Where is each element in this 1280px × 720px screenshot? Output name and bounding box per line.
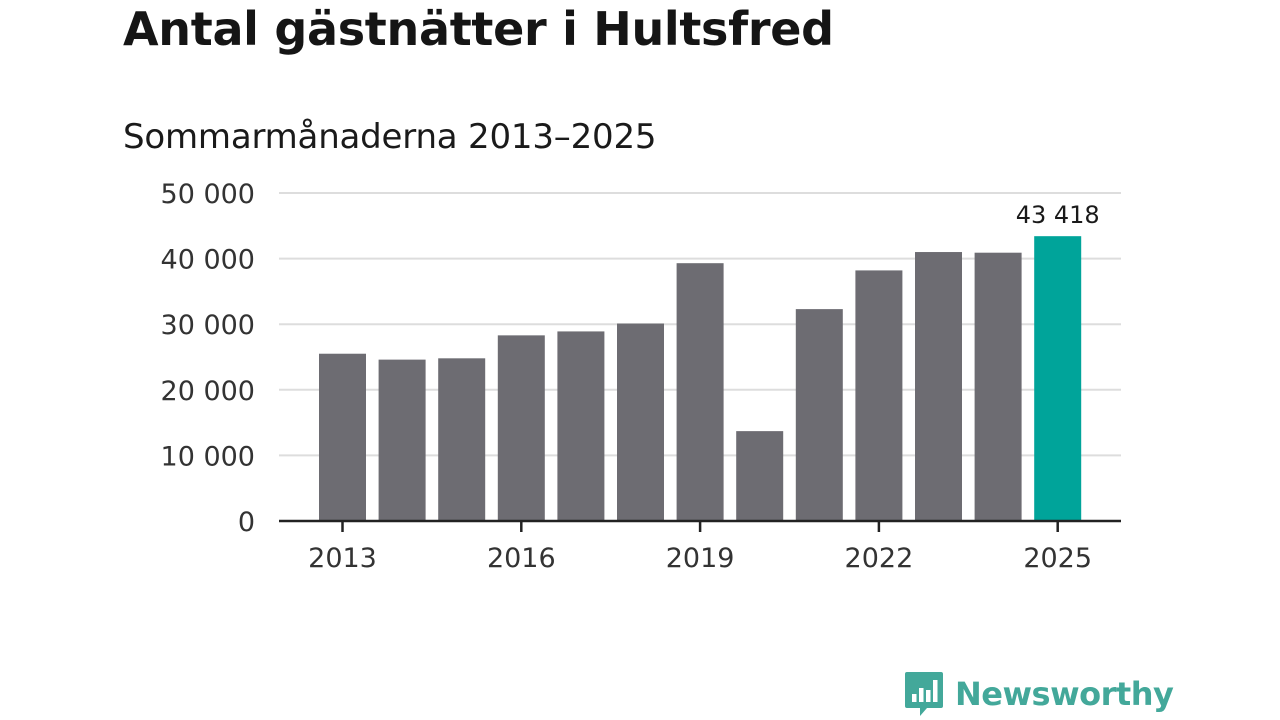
y-tick-label: 30 000 — [161, 310, 255, 341]
x-tick-label: 2016 — [487, 543, 556, 574]
x-tick-label: 2013 — [308, 543, 377, 574]
bar-2025 — [1034, 236, 1082, 521]
bars — [319, 236, 1082, 522]
brand-logo: Newsworthy — [903, 670, 1174, 718]
chart-subtitle: Sommarmånaderna 2013–2025 — [123, 117, 657, 157]
brand-name: Newsworthy — [955, 675, 1174, 713]
x-tick-label: 2025 — [1023, 543, 1092, 574]
x-axis-labels: 2013 2016 2019 2022 2025 — [308, 543, 1092, 574]
bar-2020 — [736, 431, 784, 521]
newsworthy-logo-icon — [905, 672, 943, 716]
x-tick-label: 2019 — [666, 543, 735, 574]
bar-2024 — [974, 252, 1022, 522]
chart-title: Antal gästnätter i Hultsfred — [123, 2, 834, 56]
y-tick-label: 0 — [238, 507, 255, 538]
bar-2017 — [557, 331, 605, 521]
y-tick-label: 40 000 — [161, 245, 255, 276]
bar-2021 — [795, 309, 843, 521]
y-tick-label: 50 000 — [161, 179, 255, 210]
bar-2014 — [378, 359, 426, 521]
x-axis — [279, 519, 1121, 532]
bar-2022 — [855, 270, 903, 521]
bar-chart: 0 10 000 20 000 30 000 40 000 50 000 2013 2016… — [161, 179, 1121, 574]
bar-2015 — [438, 358, 486, 521]
y-tick-label: 10 000 — [161, 441, 255, 472]
bar-2018 — [617, 323, 664, 521]
data-label-2025: 43 418 — [1016, 201, 1100, 229]
data-labels: 43 418 — [1016, 201, 1100, 229]
y-axis-labels: 0 10 000 20 000 30 000 40 000 50 000 — [161, 179, 255, 538]
bar-2023 — [915, 252, 962, 522]
y-tick-label: 20 000 — [161, 376, 255, 407]
bar-2019 — [676, 263, 724, 521]
x-tick-label: 2022 — [845, 543, 914, 574]
bar-2016 — [497, 335, 545, 521]
bar-2013 — [319, 353, 366, 521]
